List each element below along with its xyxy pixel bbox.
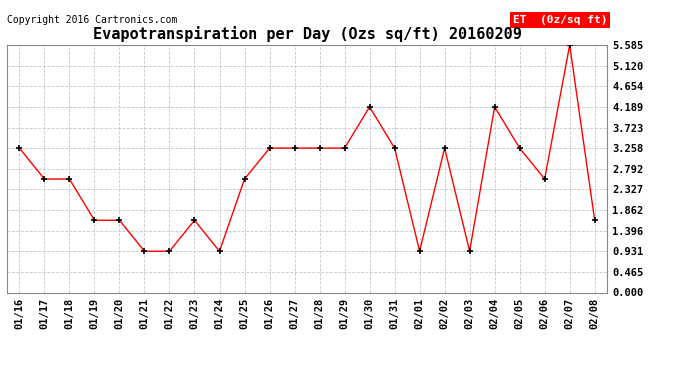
Text: Copyright 2016 Cartronics.com: Copyright 2016 Cartronics.com <box>7 15 177 25</box>
Title: Evapotranspiration per Day (Ozs sq/ft) 20160209: Evapotranspiration per Day (Ozs sq/ft) 2… <box>92 27 522 42</box>
Text: ET  (0z/sq ft): ET (0z/sq ft) <box>513 15 607 25</box>
